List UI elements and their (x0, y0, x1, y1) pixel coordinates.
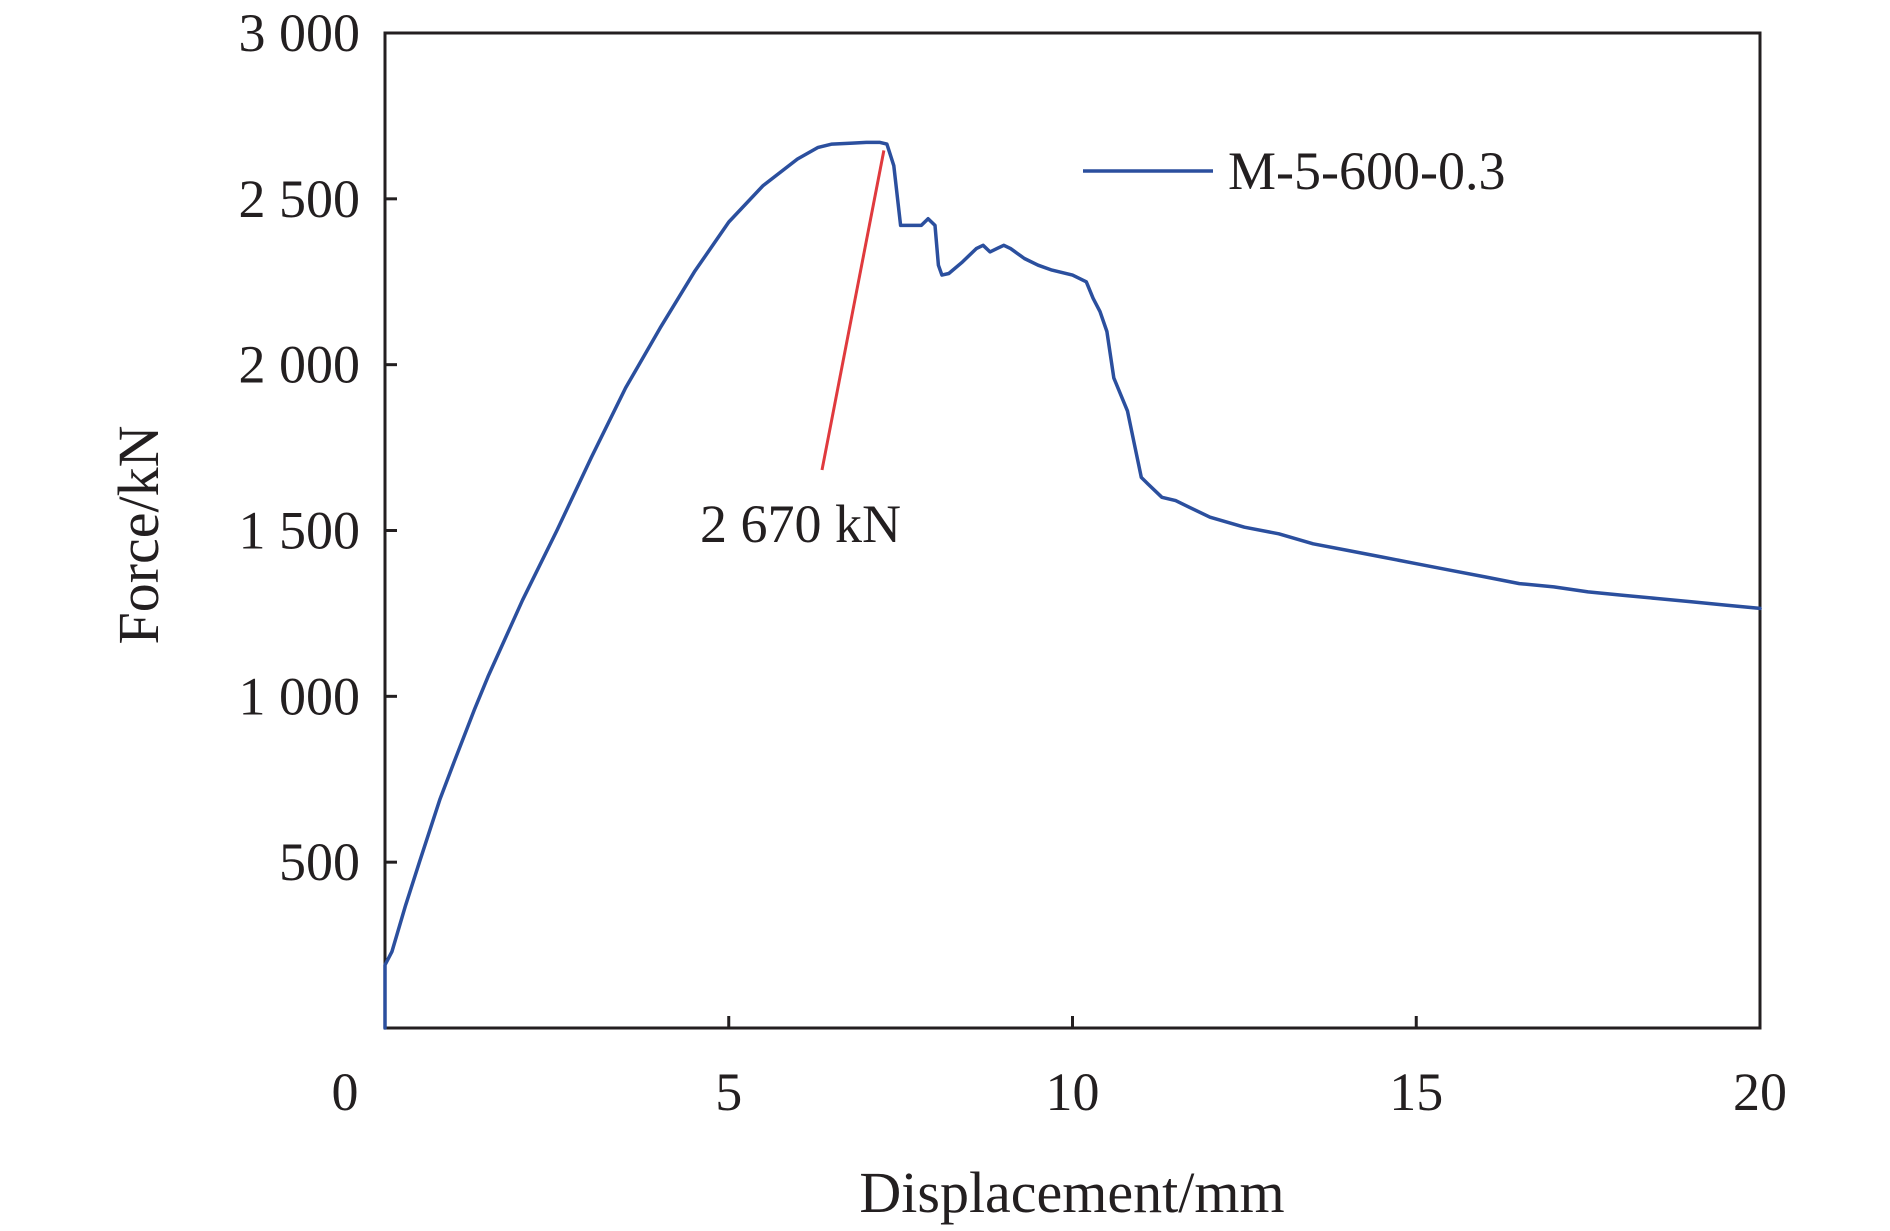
x-tick-label: 10 (1046, 1062, 1100, 1122)
y-tick-label: 1 500 (239, 501, 361, 561)
x-tick-label: 20 (1733, 1062, 1787, 1122)
legend: M-5-600-0.3 (1083, 141, 1505, 201)
y-tick-label: 2 500 (239, 169, 361, 229)
annotation-leader-line (820, 150, 886, 471)
x-tick-label: 0 (332, 1062, 359, 1122)
plot-frame (383, 31, 1762, 1030)
x-tick-label: 15 (1389, 1062, 1443, 1122)
y-tick-label: 500 (279, 832, 360, 892)
x-tick-label: 5 (715, 1062, 742, 1122)
y-tick-label: 1 000 (239, 666, 361, 726)
y-tick-label: 2 000 (239, 335, 361, 395)
y-axis-ticks: 500 1 000 1 500 2 000 2 500 3 000 (239, 3, 397, 892)
legend-label: M-5-600-0.3 (1228, 141, 1505, 201)
series-line-m-5-600-0-3 (383, 140, 1762, 1030)
y-axis-label: Force/kN (106, 425, 171, 644)
y-tick-label: 3 000 (239, 3, 361, 63)
peak-force-annotation: 2 670 kN (700, 494, 901, 554)
x-axis-ticks: 0 5 10 15 20 (332, 1016, 1787, 1122)
x-axis-label: Displacement/mm (859, 1160, 1284, 1225)
